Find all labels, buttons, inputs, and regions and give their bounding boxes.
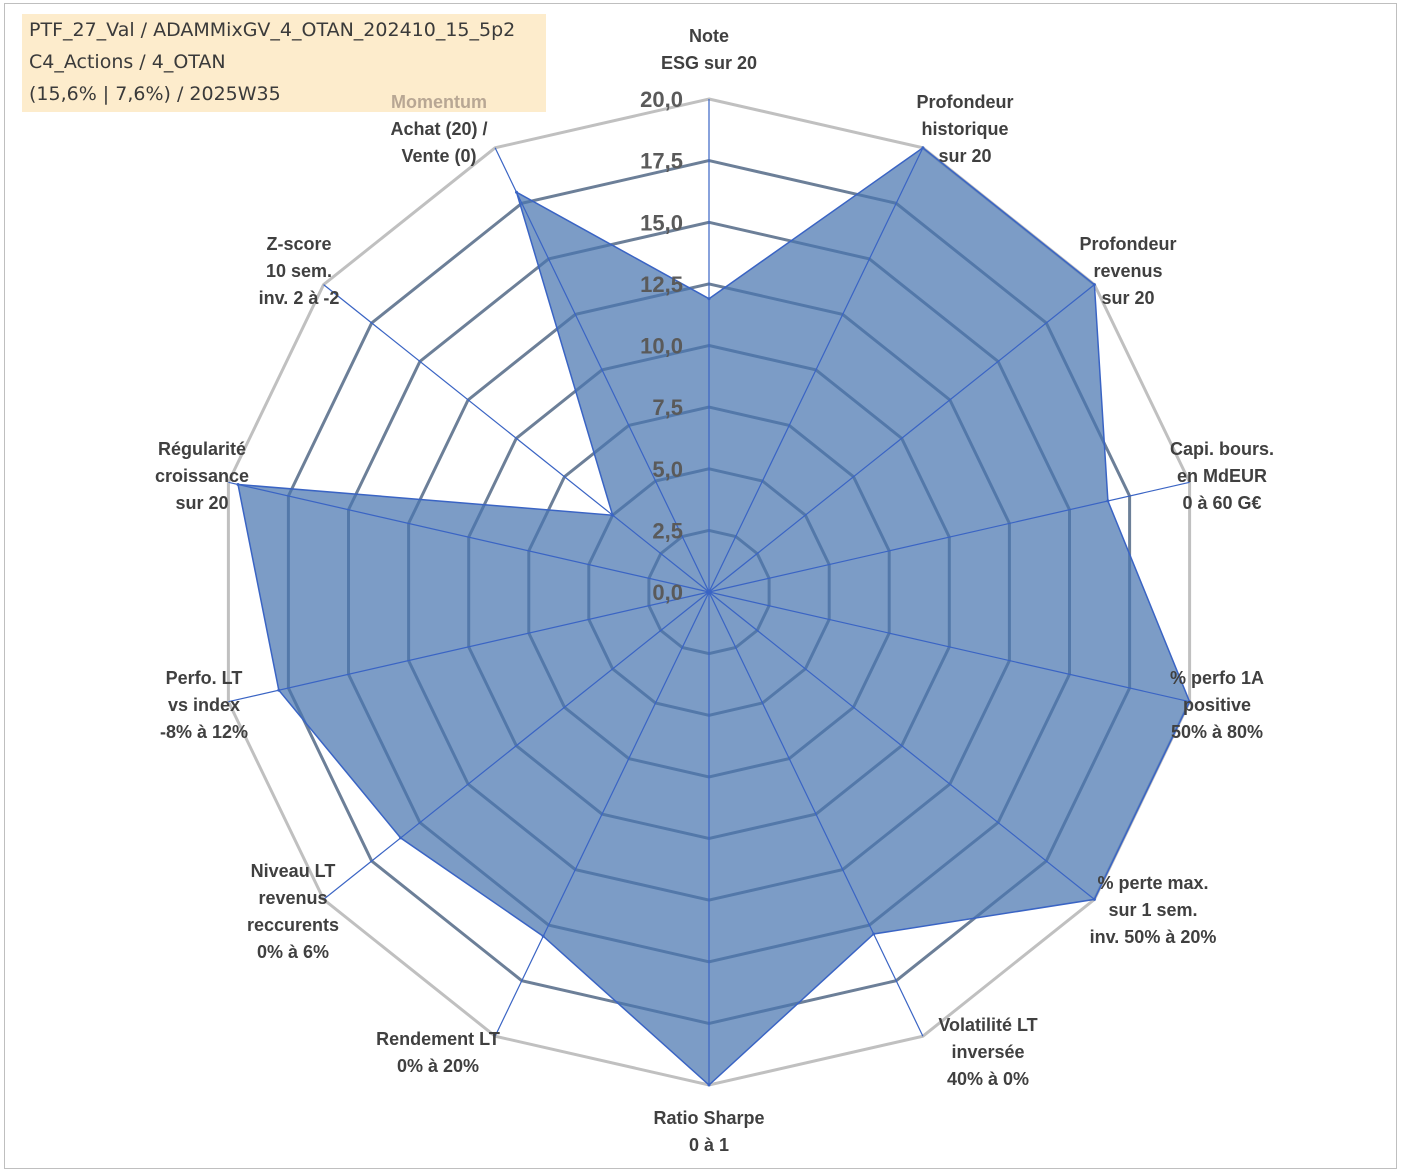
axis-label-6-line-0: Volatilité LT [938,1015,1037,1035]
axis-label-6-line-2: 40% à 0% [947,1069,1029,1089]
tick-label-4: 10,0 [640,334,683,359]
data-point-0 [707,297,711,301]
axis-label-9-line-1: revenus [258,888,327,908]
data-point-2 [1092,283,1096,287]
axis-label-13-line-2: Vente (0) [401,146,476,166]
axis-label-2: Profondeur revenus sur 20 [1080,234,1177,308]
axis-label-0-line-1: ESG sur 20 [661,53,757,73]
axis-label-2-line-2: sur 20 [1101,288,1154,308]
axis-label-11-line-1: croissance [155,466,249,486]
tick-label-5: 12,5 [640,272,683,297]
axis-label-10-line-0: Perfo. LT [166,668,243,688]
data-point-8 [541,934,545,938]
spoke-5 [708,591,1095,900]
axis-label-13-line-0: Momentum [391,92,487,112]
spoke-9 [323,591,710,900]
axis-label-7-line-0: Ratio Sharpe [653,1108,764,1128]
data-point-11 [236,483,240,486]
data-point-13 [515,190,518,194]
axis-label-3-line-0: Capi. bours. [1170,439,1274,459]
axis-label-4: % perfo 1A positive 50% à 80% [1170,668,1264,742]
axis-label-1: Profondeur historique sur 20 [917,92,1014,166]
axis-label-10-line-1: vs index [168,695,240,715]
axis-label-7: Ratio Sharpe 0 à 1 [653,1108,764,1155]
axis-label-8-line-1: 0% à 20% [397,1056,479,1076]
axis-label-5-line-0: % perte max. [1097,873,1208,893]
data-point-4 [1188,700,1192,704]
spoke-13 [494,147,710,593]
axis-label-1-line-2: sur 20 [938,146,991,166]
axis-label-0-line-0: Note [689,26,729,46]
info-line-2: C4_Actions / 4_OTAN [29,51,226,73]
spoke-2 [708,284,1095,593]
info-line-3: (15,6% | 7,6%) / 2025W35 [29,83,281,105]
axis-label-11: Régularité croissance sur 20 [155,439,249,513]
data-point-12 [611,513,615,517]
axis-label-1-line-1: historique [921,119,1008,139]
tick-label-2: 5,0 [652,457,683,482]
axis-label-4-line-2: 50% à 80% [1171,722,1263,742]
tick-label-8: 20,0 [640,87,683,112]
axis-label-12: Z-score 10 sem. inv. 2 à -2 [259,234,340,308]
spoke-12 [323,284,710,593]
axis-label-7-line-1: 0 à 1 [689,1135,729,1155]
axis-label-5: % perte max. sur 1 sem. inv. 50% à 20% [1090,873,1217,947]
spoke-1 [708,147,924,593]
spoke-4 [708,591,1190,703]
data-point-6 [872,932,876,936]
axis-label-12-line-0: Z-score [266,234,331,254]
radial-tick-labels: 0,0 2,5 5,0 7,5 10,0 12,5 15,0 17,5 20,0 [640,87,683,605]
axis-label-5-line-2: inv. 50% à 20% [1090,927,1217,947]
data-point-10 [277,688,281,692]
axis-label-12-line-2: inv. 2 à -2 [259,288,340,308]
axis-label-11-line-0: Régularité [158,439,246,459]
data-point-5 [1092,897,1096,901]
axis-label-3-line-2: 0 à 60 G€ [1182,493,1261,513]
info-line-1: PTF_27_Val / ADAMMixGV_4_OTAN_202410_15_… [29,19,516,41]
axis-label-9-line-2: reccurents [247,915,339,935]
spoke-6 [708,591,924,1037]
data-point-7 [707,1083,711,1087]
axis-label-3-line-1: en MdEUR [1177,466,1267,486]
spoke-11 [228,481,710,593]
axis-label-3: Capi. bours. en MdEUR 0 à 60 G€ [1170,439,1274,513]
axis-label-9-line-3: 0% à 6% [257,942,329,962]
axis-label-6-line-1: inversée [951,1042,1024,1062]
axis-label-2-line-0: Profondeur [1080,234,1177,254]
axis-label-4-line-0: % perfo 1A [1170,668,1264,688]
tick-label-6: 15,0 [640,210,683,235]
axis-label-10-line-2: -8% à 12% [160,722,248,742]
tick-label-3: 7,5 [652,395,683,420]
axis-label-8-line-0: Rendement LT [376,1029,500,1049]
axis-label-5-line-1: sur 1 sem. [1108,900,1197,920]
spoke-8 [494,591,710,1037]
axis-label-8: Rendement LT 0% à 20% [376,1029,500,1076]
axis-label-11-line-2: sur 20 [175,493,228,513]
radar-spokes [228,99,1192,1087]
spoke-3 [708,481,1190,593]
axis-label-2-line-1: revenus [1093,261,1162,281]
tick-label-0: 0,0 [652,580,683,605]
axis-label-10: Perfo. LT vs index -8% à 12% [160,668,248,742]
data-point-9 [399,836,403,840]
data-point-1 [921,146,925,150]
axis-label-13-line-1: Achat (20) / [390,119,487,139]
axis-label-9: Niveau LT revenus reccurents 0% à 6% [247,861,339,962]
tick-label-1: 2,5 [652,518,683,543]
axis-labels: Note ESG sur 20 Profondeur historique sur 20… [155,26,1274,1155]
tick-label-7: 17,5 [640,149,683,174]
axis-label-1-line-0: Profondeur [917,92,1014,112]
spoke-10 [228,591,710,703]
chart-frame [4,3,1397,1169]
axis-label-0: Note ESG sur 20 [661,26,757,73]
axis-label-9-line-0: Niveau LT [251,861,336,881]
axis-label-12-line-1: 10 sem. [266,261,332,281]
info-box: PTF_27_Val / ADAMMixGV_4_OTAN_202410_15_… [22,14,546,112]
axis-label-4-line-1: positive [1183,695,1251,715]
data-point-3 [1106,499,1110,503]
axis-label-6: Volatilité LT inversée 40% à 0% [938,1015,1037,1089]
axis-label-13: Momentum Achat (20) / Vente (0) [390,92,487,166]
